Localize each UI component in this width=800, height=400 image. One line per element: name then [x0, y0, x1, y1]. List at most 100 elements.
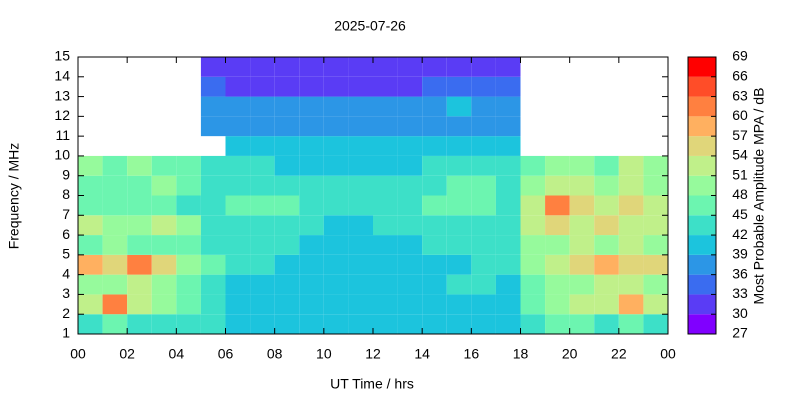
y-tick-label: 9	[62, 166, 70, 182]
heat-cell	[250, 195, 275, 216]
heat-cell	[495, 274, 521, 295]
heat-cell	[594, 215, 619, 236]
heat-cell	[545, 274, 570, 295]
heat-cell	[151, 294, 177, 315]
heat-cell	[102, 274, 128, 295]
heat-cell	[422, 175, 447, 196]
chart-title: 2025-07-26	[334, 18, 406, 34]
heat-cell	[299, 136, 324, 156]
heat-cell	[520, 254, 546, 275]
heat-cell	[299, 274, 324, 295]
heat-cell	[299, 175, 324, 196]
y-tick-label: 5	[62, 246, 70, 262]
heat-cell	[127, 175, 152, 196]
x-tick-label: 16	[464, 346, 480, 362]
heat-cell	[225, 274, 251, 295]
heat-cell	[250, 314, 275, 334]
heat-cell	[250, 155, 275, 176]
heat-cell	[618, 254, 644, 275]
heat-cell	[274, 57, 300, 77]
heat-cell	[495, 136, 521, 156]
heat-cell	[127, 254, 152, 275]
heat-cell	[323, 215, 349, 236]
heat-cell	[323, 155, 349, 176]
heat-cell	[200, 76, 226, 97]
heat-cell	[78, 155, 103, 176]
heat-cell	[127, 314, 152, 334]
heat-cell	[569, 294, 595, 315]
heat-cell	[151, 155, 177, 176]
y-tick-label: 14	[54, 67, 70, 83]
heat-cell	[200, 254, 226, 275]
heat-cell	[569, 314, 595, 334]
heat-cell	[102, 195, 128, 216]
heat-cell	[397, 136, 423, 156]
heat-cell	[446, 274, 472, 295]
heat-cell	[471, 175, 496, 196]
heat-cell	[545, 254, 570, 275]
heat-cell	[151, 195, 177, 216]
colorbar-tick-label: 39	[732, 246, 748, 262]
colorbar-tick-label: 60	[732, 107, 748, 123]
heat-cell	[373, 57, 398, 77]
heat-cell	[200, 274, 226, 295]
heat-cell	[274, 116, 300, 137]
heat-cell	[323, 195, 349, 216]
y-tick-label: 10	[54, 147, 70, 163]
heat-cell	[151, 215, 177, 236]
heat-cell	[471, 76, 496, 97]
heat-cell	[569, 274, 595, 295]
colorbar-band	[688, 274, 716, 295]
colorbar-band	[688, 314, 716, 334]
heat-cell	[569, 175, 595, 196]
y-tick-label: 1	[62, 325, 70, 341]
colorbar-band	[688, 116, 716, 137]
colorbar-band	[688, 175, 716, 196]
heat-cell	[545, 235, 570, 255]
heat-cell	[495, 96, 521, 117]
x-tick-label: 22	[611, 346, 627, 362]
heat-cell	[274, 96, 300, 117]
heat-cell	[422, 254, 447, 275]
colorbar-band	[688, 96, 716, 117]
heat-cell	[422, 116, 447, 137]
heat-cell	[299, 294, 324, 315]
colorbar-tick-label: 27	[732, 325, 748, 341]
heat-cell	[225, 294, 251, 315]
heat-cell	[545, 314, 570, 334]
heat-cell	[200, 294, 226, 315]
heat-cell	[250, 116, 275, 137]
heat-cell	[643, 175, 668, 196]
heat-cell	[520, 294, 546, 315]
heat-cell	[225, 96, 251, 117]
heat-cell	[78, 294, 103, 315]
heat-cell	[176, 274, 201, 295]
heat-cell	[520, 235, 546, 255]
heat-cell	[348, 294, 373, 315]
heat-cell	[495, 314, 521, 334]
heat-cell	[373, 96, 398, 117]
heat-cell	[495, 195, 521, 216]
heat-cell	[643, 235, 668, 255]
heat-cell	[495, 57, 521, 77]
heat-cell	[299, 215, 324, 236]
heat-cell	[446, 254, 472, 275]
heat-cell	[348, 195, 373, 216]
heat-cell	[643, 274, 668, 295]
heat-cell	[348, 155, 373, 176]
y-tick-label: 8	[62, 186, 70, 202]
colorbar-tick-label: 63	[732, 87, 748, 103]
heat-cell	[151, 254, 177, 275]
colorbar-band	[688, 215, 716, 236]
heat-cell	[495, 155, 521, 176]
heat-cell	[373, 136, 398, 156]
colorbar-tick-label: 57	[732, 127, 748, 143]
heat-cell	[545, 175, 570, 196]
colorbar-label: Most Probable Amplitude MPA / dB	[751, 88, 767, 305]
heat-cell	[545, 215, 570, 236]
x-tick-label: 10	[316, 346, 332, 362]
heat-cell	[594, 155, 619, 176]
heat-cell	[299, 116, 324, 137]
heat-cell	[397, 294, 423, 315]
heat-cell	[373, 155, 398, 176]
